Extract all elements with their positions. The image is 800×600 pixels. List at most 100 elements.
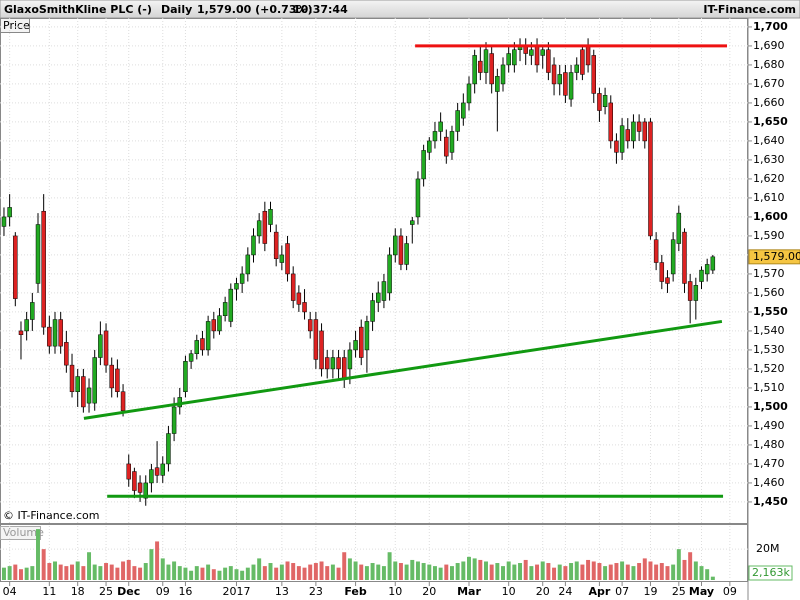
volume-bar: [427, 564, 432, 580]
volume-bar: [710, 576, 715, 580]
candle-body: [693, 285, 699, 301]
volume-bar: [693, 561, 698, 580]
x-tick-label: 19: [643, 585, 657, 598]
candle-body: [449, 131, 455, 153]
y-tick-label: 1,640: [753, 134, 785, 147]
candle-body: [86, 387, 92, 404]
candle-body: [313, 319, 319, 360]
candle-body: [529, 49, 534, 56]
candle-body: [171, 406, 177, 434]
volume-bar: [240, 570, 245, 580]
candle-body: [64, 342, 69, 366]
volume-bar: [359, 564, 364, 580]
candle-body: [30, 302, 35, 320]
volume-bar: [472, 558, 477, 580]
volume-bar: [495, 563, 500, 580]
y-tick-label: 1,460: [753, 476, 785, 489]
candle-body: [1, 216, 7, 227]
volume-bar: [87, 552, 92, 580]
candle-body: [478, 60, 483, 73]
candle-body: [432, 131, 438, 142]
volume-bar: [455, 563, 460, 580]
volume-bar: [415, 561, 420, 580]
candle-body: [404, 243, 409, 265]
x-tick-label: 07: [615, 585, 629, 598]
volume-bar: [506, 561, 511, 580]
volume-bar: [172, 561, 177, 580]
volume-bar: [160, 558, 165, 580]
volume-bar: [296, 566, 301, 580]
volume-bar: [1, 567, 6, 580]
candle-body: [376, 292, 381, 303]
volume-bar: [563, 566, 568, 580]
candle-body: [472, 55, 477, 85]
volume-bar: [370, 563, 375, 580]
volume-bar: [177, 566, 182, 580]
candle-body: [92, 357, 97, 404]
volume-bar: [512, 564, 517, 580]
volume-bar: [279, 564, 284, 580]
x-tick-label: May: [689, 585, 714, 598]
volume-bar: [688, 552, 693, 580]
candle-body: [540, 49, 545, 56]
volume-bar: [75, 561, 80, 580]
volume-bar: [671, 564, 676, 580]
volume-bar: [7, 566, 12, 580]
volume-bar: [597, 563, 602, 580]
candle-body: [364, 321, 370, 351]
candle-body: [194, 340, 200, 354]
y-tick-label: 1,610: [753, 191, 785, 204]
y-tick-label: 1,600: [753, 210, 788, 223]
y-tick-label: 1,500: [753, 400, 788, 413]
volume-bar: [410, 559, 415, 580]
candle-body: [188, 353, 194, 362]
candle-body: [415, 178, 421, 218]
volume-bar: [206, 564, 211, 580]
candle-body: [279, 254, 285, 263]
pane-label-box: [0, 18, 30, 33]
y-tick-label: 1,590: [753, 229, 785, 242]
volume-bar: [353, 561, 358, 580]
volume-bar: [620, 561, 625, 580]
volume-bar: [36, 529, 40, 580]
volume-bar: [557, 564, 562, 580]
y-tick-label: 1,540: [753, 324, 785, 337]
candle-body: [551, 64, 557, 85]
candle-body: [659, 262, 665, 282]
volume-bar: [444, 564, 449, 580]
candle-body: [256, 220, 262, 237]
candle-body: [670, 239, 676, 275]
volume-bar: [330, 564, 335, 580]
candle-body: [160, 463, 165, 476]
candle-body: [506, 53, 511, 66]
volume-bar: [47, 563, 52, 580]
x-tick-label: Mar: [457, 585, 481, 598]
y-tick-label: 1,470: [753, 457, 785, 470]
volume-bar: [398, 563, 403, 580]
candle-body: [24, 319, 29, 332]
candle-body: [466, 83, 472, 104]
y-tick-label: 1,560: [753, 286, 785, 299]
price-pane: [0, 18, 748, 524]
volume-bar: [387, 552, 392, 580]
y-tick-label: 1,570: [753, 267, 785, 280]
candle-body: [120, 391, 126, 411]
x-tick-label: 24: [558, 585, 572, 598]
volume-bar: [98, 566, 103, 580]
x-tick-label: Dec: [117, 585, 140, 598]
candle-body: [495, 76, 500, 92]
candle-body: [676, 212, 682, 244]
candle-body: [359, 326, 364, 358]
volume-bar: [682, 559, 687, 580]
candle-body: [636, 121, 642, 132]
candle-body: [47, 326, 52, 347]
volume-bar: [251, 564, 256, 580]
volume-bar: [608, 564, 613, 580]
candle-body: [245, 254, 251, 275]
candle-body: [103, 330, 109, 366]
volume-bar: [461, 561, 466, 580]
x-tick-label: 2017: [222, 585, 250, 598]
candle-body: [398, 235, 404, 265]
last-volume-box: [748, 565, 793, 581]
volume-bar: [319, 561, 324, 580]
